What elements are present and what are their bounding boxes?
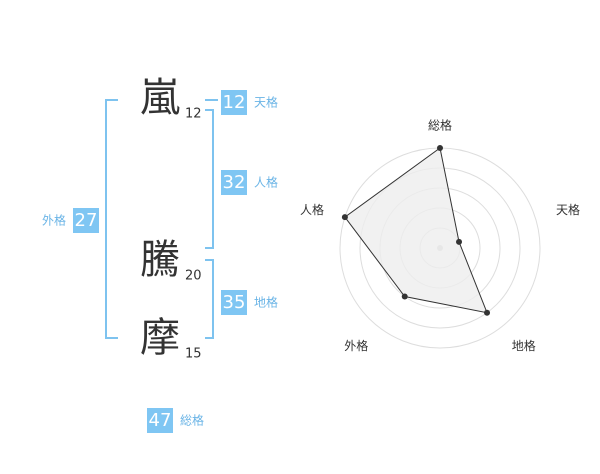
bracket xyxy=(205,109,214,249)
bracket xyxy=(105,99,118,339)
grid-box xyxy=(147,408,173,433)
radar-area xyxy=(344,147,488,314)
stroke-count: 15 xyxy=(185,347,202,362)
radar-label: 外格 xyxy=(344,338,368,353)
radar-label: 天格 xyxy=(556,202,580,217)
radar-point xyxy=(484,309,491,316)
radar-label: 総格 xyxy=(428,118,452,133)
grid-label: 地格 xyxy=(254,295,278,310)
radar-point xyxy=(456,238,463,245)
bracket xyxy=(205,259,214,339)
grid-value: 27 xyxy=(75,210,98,231)
stroke-count: 20 xyxy=(185,269,202,284)
name-char: 騰 xyxy=(140,237,180,283)
brackets xyxy=(105,99,218,339)
grid-value: 47 xyxy=(149,410,172,431)
grid-value: 12 xyxy=(223,92,246,113)
name-char: 嵐 xyxy=(140,75,180,121)
grid-box xyxy=(221,170,247,195)
grid-value: 32 xyxy=(223,172,246,193)
radar-point xyxy=(437,145,443,151)
stroke-count: 12 xyxy=(185,107,202,122)
radar-label: 人格 xyxy=(300,202,324,217)
radar-point xyxy=(401,293,408,300)
grid-box xyxy=(221,290,247,315)
grid-box xyxy=(221,90,247,115)
radar-label: 地格 xyxy=(512,338,536,353)
grid-label: 人格 xyxy=(254,175,278,190)
grid-value: 35 xyxy=(223,292,246,313)
radar-point xyxy=(341,214,348,221)
grid-label: 外格 xyxy=(42,213,66,228)
grid-label: 総格 xyxy=(180,413,204,428)
grid-label: 天格 xyxy=(254,95,278,110)
grid-box xyxy=(73,208,99,233)
name-char: 摩 xyxy=(140,315,180,361)
